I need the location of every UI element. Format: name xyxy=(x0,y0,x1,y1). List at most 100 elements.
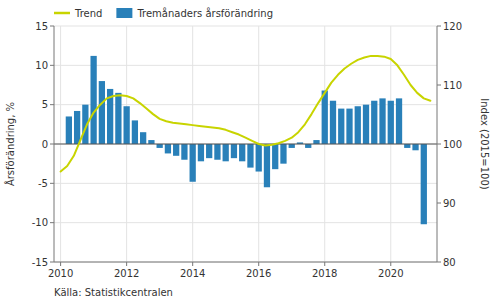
bar xyxy=(181,144,187,160)
y-tick xyxy=(50,26,54,27)
y-tick xyxy=(50,65,54,66)
y-tick xyxy=(50,104,54,105)
bar xyxy=(148,140,154,144)
x-tick xyxy=(126,262,127,266)
grid-line-y xyxy=(54,65,437,66)
bar xyxy=(305,144,311,148)
bar xyxy=(289,144,295,148)
x-axis-line xyxy=(54,262,437,263)
y2-tick xyxy=(437,26,441,27)
x-tick xyxy=(324,262,325,266)
legend-label: Trend xyxy=(74,8,102,19)
legend: Trend Tremånaders årsförändring xyxy=(54,7,273,19)
x-tick xyxy=(390,262,391,266)
bar xyxy=(157,144,163,148)
y2-tick-label: 100 xyxy=(443,139,462,150)
x-tick xyxy=(192,262,193,266)
axes: 2010 2012 2014 2016 2018 2020 -15 -10 -5 0 5 10 15 80… xyxy=(32,21,462,280)
y-tick-label: -15 xyxy=(32,257,48,268)
bar xyxy=(90,56,96,144)
y2-tick-label: 120 xyxy=(443,21,462,32)
bar xyxy=(421,144,427,224)
bar xyxy=(190,144,196,182)
bar xyxy=(412,144,418,150)
source: Källa: Statistikcentralen xyxy=(54,287,173,298)
x-tick xyxy=(60,262,61,266)
y-tick xyxy=(50,183,54,184)
trend-line xyxy=(61,56,431,172)
bar xyxy=(256,144,262,172)
grid-line-y xyxy=(54,222,437,223)
bar xyxy=(231,144,237,158)
y-tick-label: 5 xyxy=(42,99,48,110)
y-tick-label: -10 xyxy=(32,217,48,228)
bar xyxy=(396,98,402,144)
x-tick-label: 2014 xyxy=(180,268,205,279)
x-tick-label: 2010 xyxy=(48,268,73,279)
y2-tick-label: 110 xyxy=(443,80,462,91)
bar xyxy=(247,144,253,168)
y2-tick-label: 80 xyxy=(443,257,456,268)
y-tick-label: 10 xyxy=(35,60,48,71)
bar xyxy=(206,144,212,158)
plot-area xyxy=(54,56,437,224)
grid-line-y xyxy=(54,183,437,184)
bar xyxy=(66,116,72,144)
bar xyxy=(115,93,121,144)
bar xyxy=(313,140,319,144)
bar xyxy=(223,144,229,161)
bar xyxy=(330,101,336,144)
zero-line xyxy=(54,144,437,145)
grid-line-y xyxy=(54,26,437,27)
bar xyxy=(239,144,245,161)
bar xyxy=(338,109,344,144)
y-tick-label: 0 xyxy=(42,139,48,150)
y-tick xyxy=(50,144,54,145)
y-tick-label: 15 xyxy=(35,21,48,32)
bar xyxy=(280,144,286,164)
grid xyxy=(54,26,437,262)
bar xyxy=(363,105,369,144)
chart: 2010 2012 2014 2016 2018 2020 -15 -10 -5 0 5 10 15 80… xyxy=(0,0,493,304)
bar xyxy=(388,101,394,144)
bar xyxy=(198,144,204,161)
legend-swatch xyxy=(54,12,70,15)
bar xyxy=(132,120,138,144)
bar xyxy=(379,98,385,144)
grid-line-y xyxy=(54,262,437,263)
bar xyxy=(371,101,377,144)
bar xyxy=(404,144,410,148)
legend-item: Trend xyxy=(54,8,102,19)
bar xyxy=(272,144,278,169)
y-tick xyxy=(50,222,54,223)
y2-tick-label: 90 xyxy=(443,198,456,209)
y-tick xyxy=(50,262,54,263)
grid-line-y xyxy=(54,144,437,145)
x-tick-label: 2016 xyxy=(246,268,271,279)
legend-item: Tremånaders årsförändring xyxy=(116,7,273,19)
y2-axis-label: Index (2015=100) xyxy=(479,98,490,190)
bar xyxy=(173,144,179,156)
x-tick-label: 2018 xyxy=(312,268,337,279)
legend-label: Tremånaders årsförändring xyxy=(136,7,273,19)
bar xyxy=(165,144,171,153)
bar xyxy=(214,144,220,160)
background xyxy=(0,0,493,304)
y-tick-label: -5 xyxy=(38,178,48,189)
y2-tick xyxy=(437,203,441,204)
x-tick-label: 2012 xyxy=(114,268,139,279)
x-tick-label: 2020 xyxy=(378,268,403,279)
bar xyxy=(74,111,80,144)
legend-swatch xyxy=(116,8,132,18)
y2-tick xyxy=(437,144,441,145)
y-axis-label: Årsförändring, % xyxy=(4,102,16,186)
bar xyxy=(346,109,352,144)
bar xyxy=(124,106,130,144)
x-tick xyxy=(258,262,259,266)
bar xyxy=(322,91,328,144)
bar xyxy=(99,81,105,144)
bar xyxy=(355,106,361,144)
y2-tick xyxy=(437,85,441,86)
bar xyxy=(264,144,270,187)
y2-tick xyxy=(437,262,441,263)
